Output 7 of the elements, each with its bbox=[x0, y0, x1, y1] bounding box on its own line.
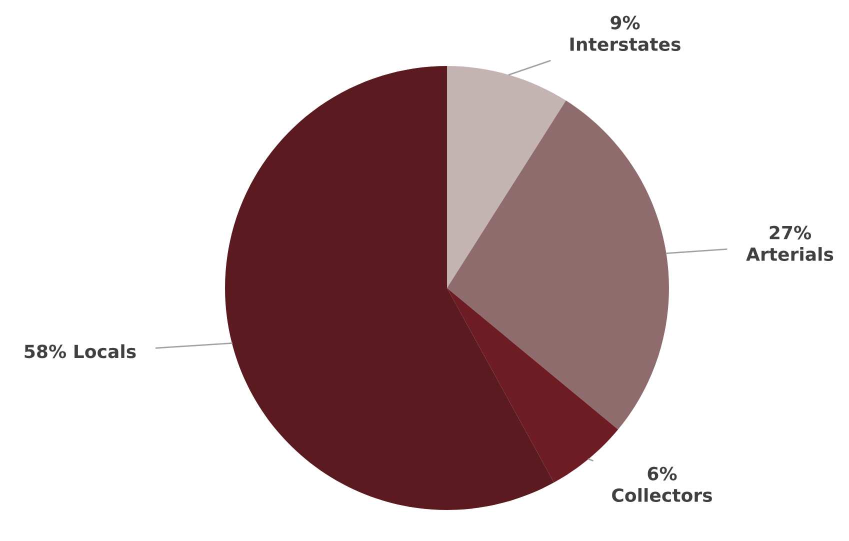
slice-label: Arterials bbox=[746, 247, 834, 262]
data-label: 6% bbox=[648, 466, 677, 480]
data-label: 9% bbox=[610, 16, 640, 30]
slice-label: 58% Locals bbox=[24, 344, 136, 358]
data-label: 27% bbox=[770, 226, 812, 240]
slice-label: Interstates bbox=[570, 38, 680, 52]
slice-label: Collectors bbox=[612, 488, 712, 502]
